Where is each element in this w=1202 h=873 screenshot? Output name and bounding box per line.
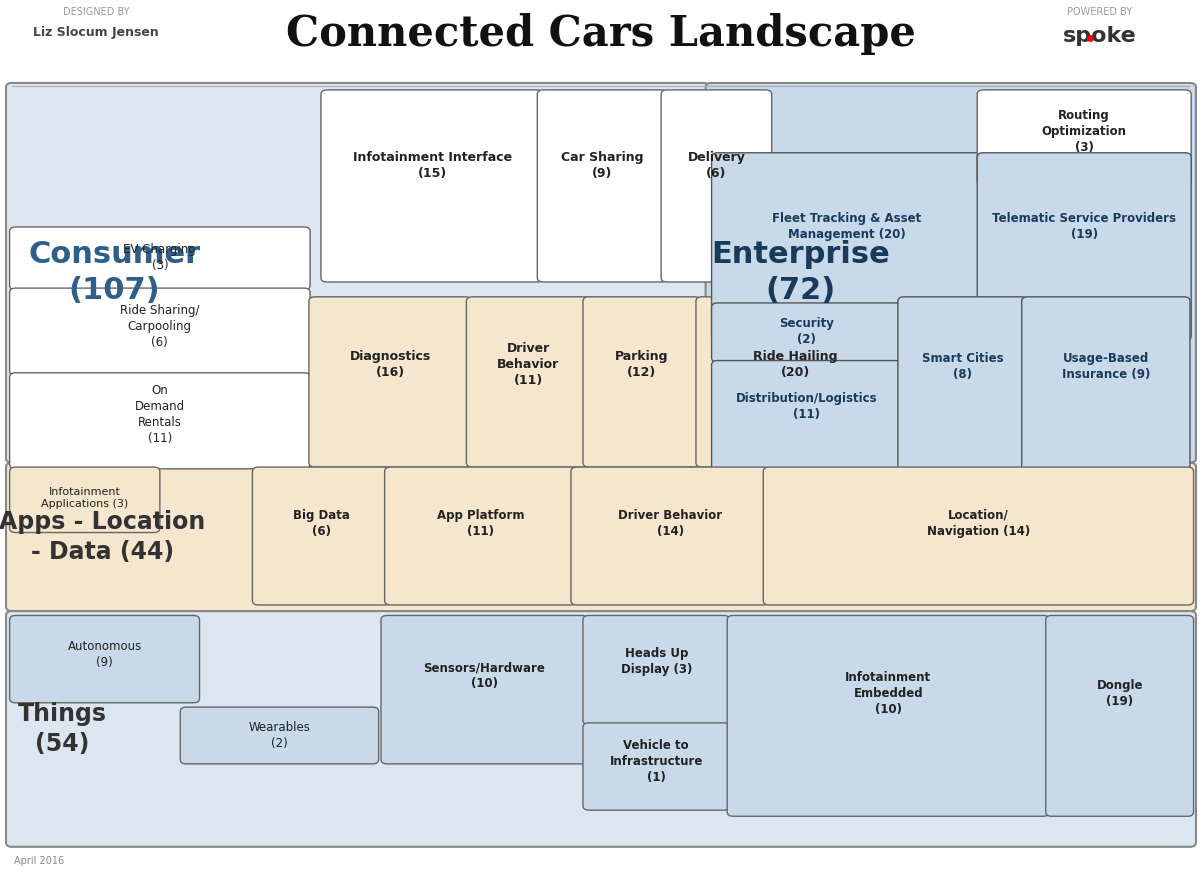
FancyBboxPatch shape — [571, 467, 769, 605]
Text: Liz Slocum Jensen: Liz Slocum Jensen — [34, 26, 159, 39]
Text: Big Data
(6): Big Data (6) — [293, 509, 350, 538]
Text: Dongle
(19): Dongle (19) — [1096, 679, 1143, 708]
Text: Parking
(12): Parking (12) — [615, 350, 668, 379]
Text: Infotainment
Applications (3): Infotainment Applications (3) — [41, 487, 129, 509]
Text: App Platform
(11): App Platform (11) — [438, 509, 524, 538]
FancyBboxPatch shape — [583, 615, 730, 725]
Text: Smart Cities
(8): Smart Cities (8) — [922, 352, 1004, 381]
FancyBboxPatch shape — [10, 467, 160, 533]
FancyBboxPatch shape — [898, 297, 1028, 471]
Text: Connected Cars Landscape: Connected Cars Landscape — [286, 13, 916, 55]
FancyBboxPatch shape — [712, 303, 902, 362]
Text: On
Demand
Rentals
(11): On Demand Rentals (11) — [135, 384, 185, 445]
Text: DESIGNED BY: DESIGNED BY — [63, 7, 130, 17]
Text: Wearables
(2): Wearables (2) — [249, 720, 310, 750]
FancyBboxPatch shape — [10, 373, 310, 469]
FancyBboxPatch shape — [180, 707, 379, 764]
FancyBboxPatch shape — [661, 90, 772, 282]
FancyBboxPatch shape — [763, 467, 1194, 605]
Text: Sensors/Hardware
(10): Sensors/Hardware (10) — [423, 661, 546, 690]
FancyBboxPatch shape — [6, 611, 1196, 847]
FancyBboxPatch shape — [706, 83, 1196, 463]
FancyBboxPatch shape — [1022, 297, 1190, 471]
Text: April 2016: April 2016 — [14, 856, 65, 866]
Text: EV Charging
(3): EV Charging (3) — [124, 243, 196, 272]
FancyBboxPatch shape — [381, 615, 588, 764]
Text: Ride Sharing/
Carpooling
(6): Ride Sharing/ Carpooling (6) — [120, 305, 200, 349]
FancyBboxPatch shape — [977, 90, 1191, 186]
Text: Car Sharing
(9): Car Sharing (9) — [561, 151, 643, 180]
FancyBboxPatch shape — [309, 297, 471, 467]
Text: Driver Behavior
(14): Driver Behavior (14) — [618, 509, 722, 538]
Text: Things
(54): Things (54) — [18, 702, 107, 756]
Text: Ride Hailing
(20): Ride Hailing (20) — [752, 350, 838, 379]
Text: Location/
Navigation (14): Location/ Navigation (14) — [927, 509, 1030, 538]
Text: Distribution/Logistics
(11): Distribution/Logistics (11) — [736, 392, 877, 422]
Text: spoke: spoke — [1063, 26, 1137, 46]
FancyBboxPatch shape — [10, 227, 310, 290]
Text: Routing
Optimization
(3): Routing Optimization (3) — [1042, 109, 1126, 155]
FancyBboxPatch shape — [6, 463, 1196, 611]
Text: Vehicle to
Infrastructure
(1): Vehicle to Infrastructure (1) — [609, 739, 703, 784]
FancyBboxPatch shape — [6, 83, 709, 463]
FancyBboxPatch shape — [321, 90, 543, 282]
FancyBboxPatch shape — [0, 0, 1202, 86]
Text: Infotainment
Embedded
(10): Infotainment Embedded (10) — [845, 671, 932, 717]
FancyBboxPatch shape — [977, 153, 1191, 340]
Text: Consumer
(107): Consumer (107) — [28, 240, 201, 306]
Text: Usage-Based
Insurance (9): Usage-Based Insurance (9) — [1061, 352, 1150, 381]
FancyBboxPatch shape — [583, 297, 701, 467]
Text: POWERED BY: POWERED BY — [1067, 7, 1132, 17]
Text: Infotainment Interface
(15): Infotainment Interface (15) — [352, 151, 512, 180]
FancyBboxPatch shape — [10, 615, 200, 703]
FancyBboxPatch shape — [385, 467, 577, 605]
Text: Autonomous
(9): Autonomous (9) — [67, 640, 142, 669]
FancyBboxPatch shape — [696, 297, 894, 467]
FancyBboxPatch shape — [466, 297, 590, 467]
Text: Apps - Location
- Data (44): Apps - Location - Data (44) — [0, 510, 206, 564]
Text: Enterprise
(72): Enterprise (72) — [712, 240, 889, 306]
Text: Telematic Service Providers
(19): Telematic Service Providers (19) — [992, 212, 1177, 241]
FancyBboxPatch shape — [712, 361, 902, 470]
FancyBboxPatch shape — [10, 288, 310, 375]
FancyBboxPatch shape — [727, 615, 1049, 816]
Text: Delivery
(6): Delivery (6) — [688, 151, 745, 180]
Text: Security
(2): Security (2) — [779, 317, 834, 347]
Text: Heads Up
Display (3): Heads Up Display (3) — [620, 647, 692, 677]
Text: Fleet Tracking & Asset
Management (20): Fleet Tracking & Asset Management (20) — [772, 212, 922, 241]
FancyBboxPatch shape — [583, 723, 730, 810]
FancyBboxPatch shape — [712, 153, 982, 340]
FancyBboxPatch shape — [537, 90, 667, 282]
Text: Diagnostics
(16): Diagnostics (16) — [350, 350, 430, 379]
FancyBboxPatch shape — [1046, 615, 1194, 816]
Text: Driver
Behavior
(11): Driver Behavior (11) — [498, 342, 559, 387]
FancyBboxPatch shape — [252, 467, 391, 605]
